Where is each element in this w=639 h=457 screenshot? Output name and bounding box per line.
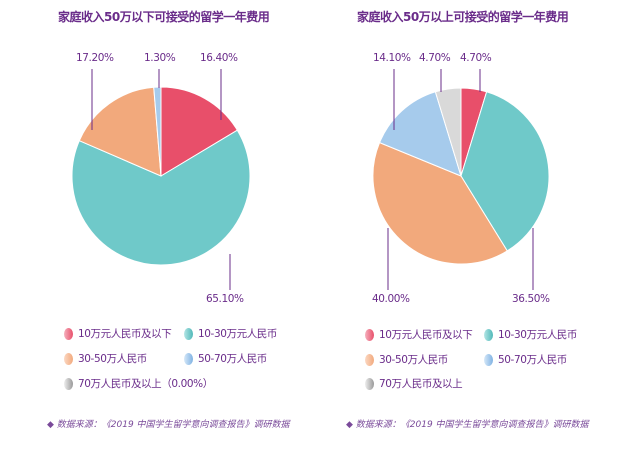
legend-item: 30-50万人民币 bbox=[365, 352, 448, 367]
pie-slice bbox=[160, 86, 239, 177]
legend-item: 30-50万人民币 bbox=[64, 351, 147, 366]
legend-item: 10万元人民币及以下 bbox=[365, 327, 473, 342]
data-label: 36.50% bbox=[512, 293, 550, 305]
data-label: 1.30% bbox=[144, 52, 176, 64]
data-label: 17.20% bbox=[76, 52, 114, 64]
legend-item: 10万元人民币及以下 bbox=[64, 326, 172, 341]
data-label: 14.10% bbox=[373, 52, 411, 64]
source-note: ◆ 数据来源：《2019 中国学生留学意向调查报告》调研数据 bbox=[346, 420, 589, 430]
legend-item: 70万人民币及以上 bbox=[365, 376, 463, 391]
pie-slice bbox=[372, 141, 508, 265]
pie-slice bbox=[78, 86, 162, 177]
pie-slice bbox=[71, 129, 251, 266]
pie-slice bbox=[153, 86, 162, 177]
legend-item: 50-70万人民币 bbox=[184, 351, 267, 366]
pie-slice bbox=[378, 91, 462, 177]
pie-slice bbox=[434, 87, 462, 177]
data-label: 40.00% bbox=[372, 293, 410, 305]
legend-item: 10-30万元人民币 bbox=[184, 326, 277, 341]
legend-item: 50-70万人民币 bbox=[484, 352, 567, 367]
data-label: 4.70% bbox=[419, 52, 451, 64]
legend-item: 10-30万元人民币 bbox=[484, 327, 577, 342]
chart-title-right: 家庭收入50万以上可接受的留学一年费用 bbox=[357, 10, 569, 24]
chart-title-left: 家庭收入50万以下可接受的留学一年费用 bbox=[58, 10, 270, 24]
source-note: ◆ 数据来源：《2019 中国学生留学意向调查报告》调研数据 bbox=[47, 420, 290, 430]
data-label: 65.10% bbox=[206, 293, 244, 305]
legend-item: 70万人民币及以上（0.00%） bbox=[64, 376, 213, 391]
data-label: 16.40% bbox=[200, 52, 238, 64]
data-label: 4.70% bbox=[460, 52, 492, 64]
